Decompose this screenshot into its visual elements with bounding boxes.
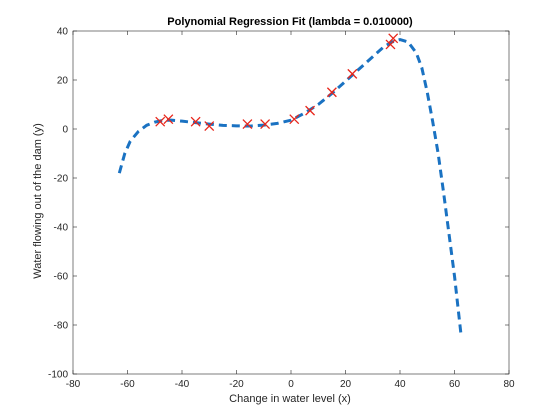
chart-title: Polynomial Regression Fit (lambda = 0.01… [167,16,413,28]
x-tick-label: -20 [229,379,244,390]
data-point-marker [385,39,396,50]
data-point-marker [305,105,316,116]
marker-stroke [347,68,358,79]
y-tick-label: -100 [48,370,68,381]
data-points [155,33,399,132]
data-point-marker [190,116,201,127]
marker-stroke [385,39,396,50]
x-tick-label: 20 [340,379,352,390]
marker-stroke [155,116,166,127]
y-tick-label: -40 [54,223,69,234]
marker-stroke [163,114,174,125]
fit-curve [117,38,463,338]
data-point-marker [204,121,215,132]
marker-stroke [260,119,271,130]
y-axis-label: Water flowing out of the dam (y) [32,123,44,279]
data-point-marker [289,114,300,125]
data-point-marker [155,116,166,127]
x-tick-label: 60 [449,379,461,390]
y-axis-ticks: -100 -80 -60 -40 -20 0 20 40 [48,27,509,381]
marker-stroke [190,116,201,127]
y-tick-label: 0 [62,125,68,136]
x-tick-label: 0 [288,379,294,390]
x-axis-label: Change in water level (x) [229,393,351,405]
y-tick-label: 40 [57,27,69,38]
data-point-marker [260,119,271,130]
marker-stroke [388,33,399,44]
marker-stroke [326,87,337,98]
y-tick-label: -20 [54,174,69,185]
marker-stroke [204,121,215,132]
y-tick-label: -60 [54,272,69,283]
x-axis-ticks: -80 -60 -40 -20 0 20 40 60 80 [66,31,515,390]
y-tick-label: 20 [57,76,69,87]
data-point-marker [163,114,174,125]
marker-stroke [289,114,300,125]
x-tick-label: -40 [175,379,190,390]
marker-stroke [242,119,253,130]
data-point-marker [388,33,399,44]
data-point-marker [326,87,337,98]
x-tick-label: 80 [503,379,515,390]
x-tick-label: 40 [394,379,406,390]
marker-stroke [305,105,316,116]
y-tick-label: -80 [54,321,69,332]
data-point-marker [242,119,253,130]
data-point-marker [347,68,358,79]
x-tick-label: -60 [120,379,135,390]
x-tick-label: -80 [66,379,81,390]
fit-line [117,38,463,338]
